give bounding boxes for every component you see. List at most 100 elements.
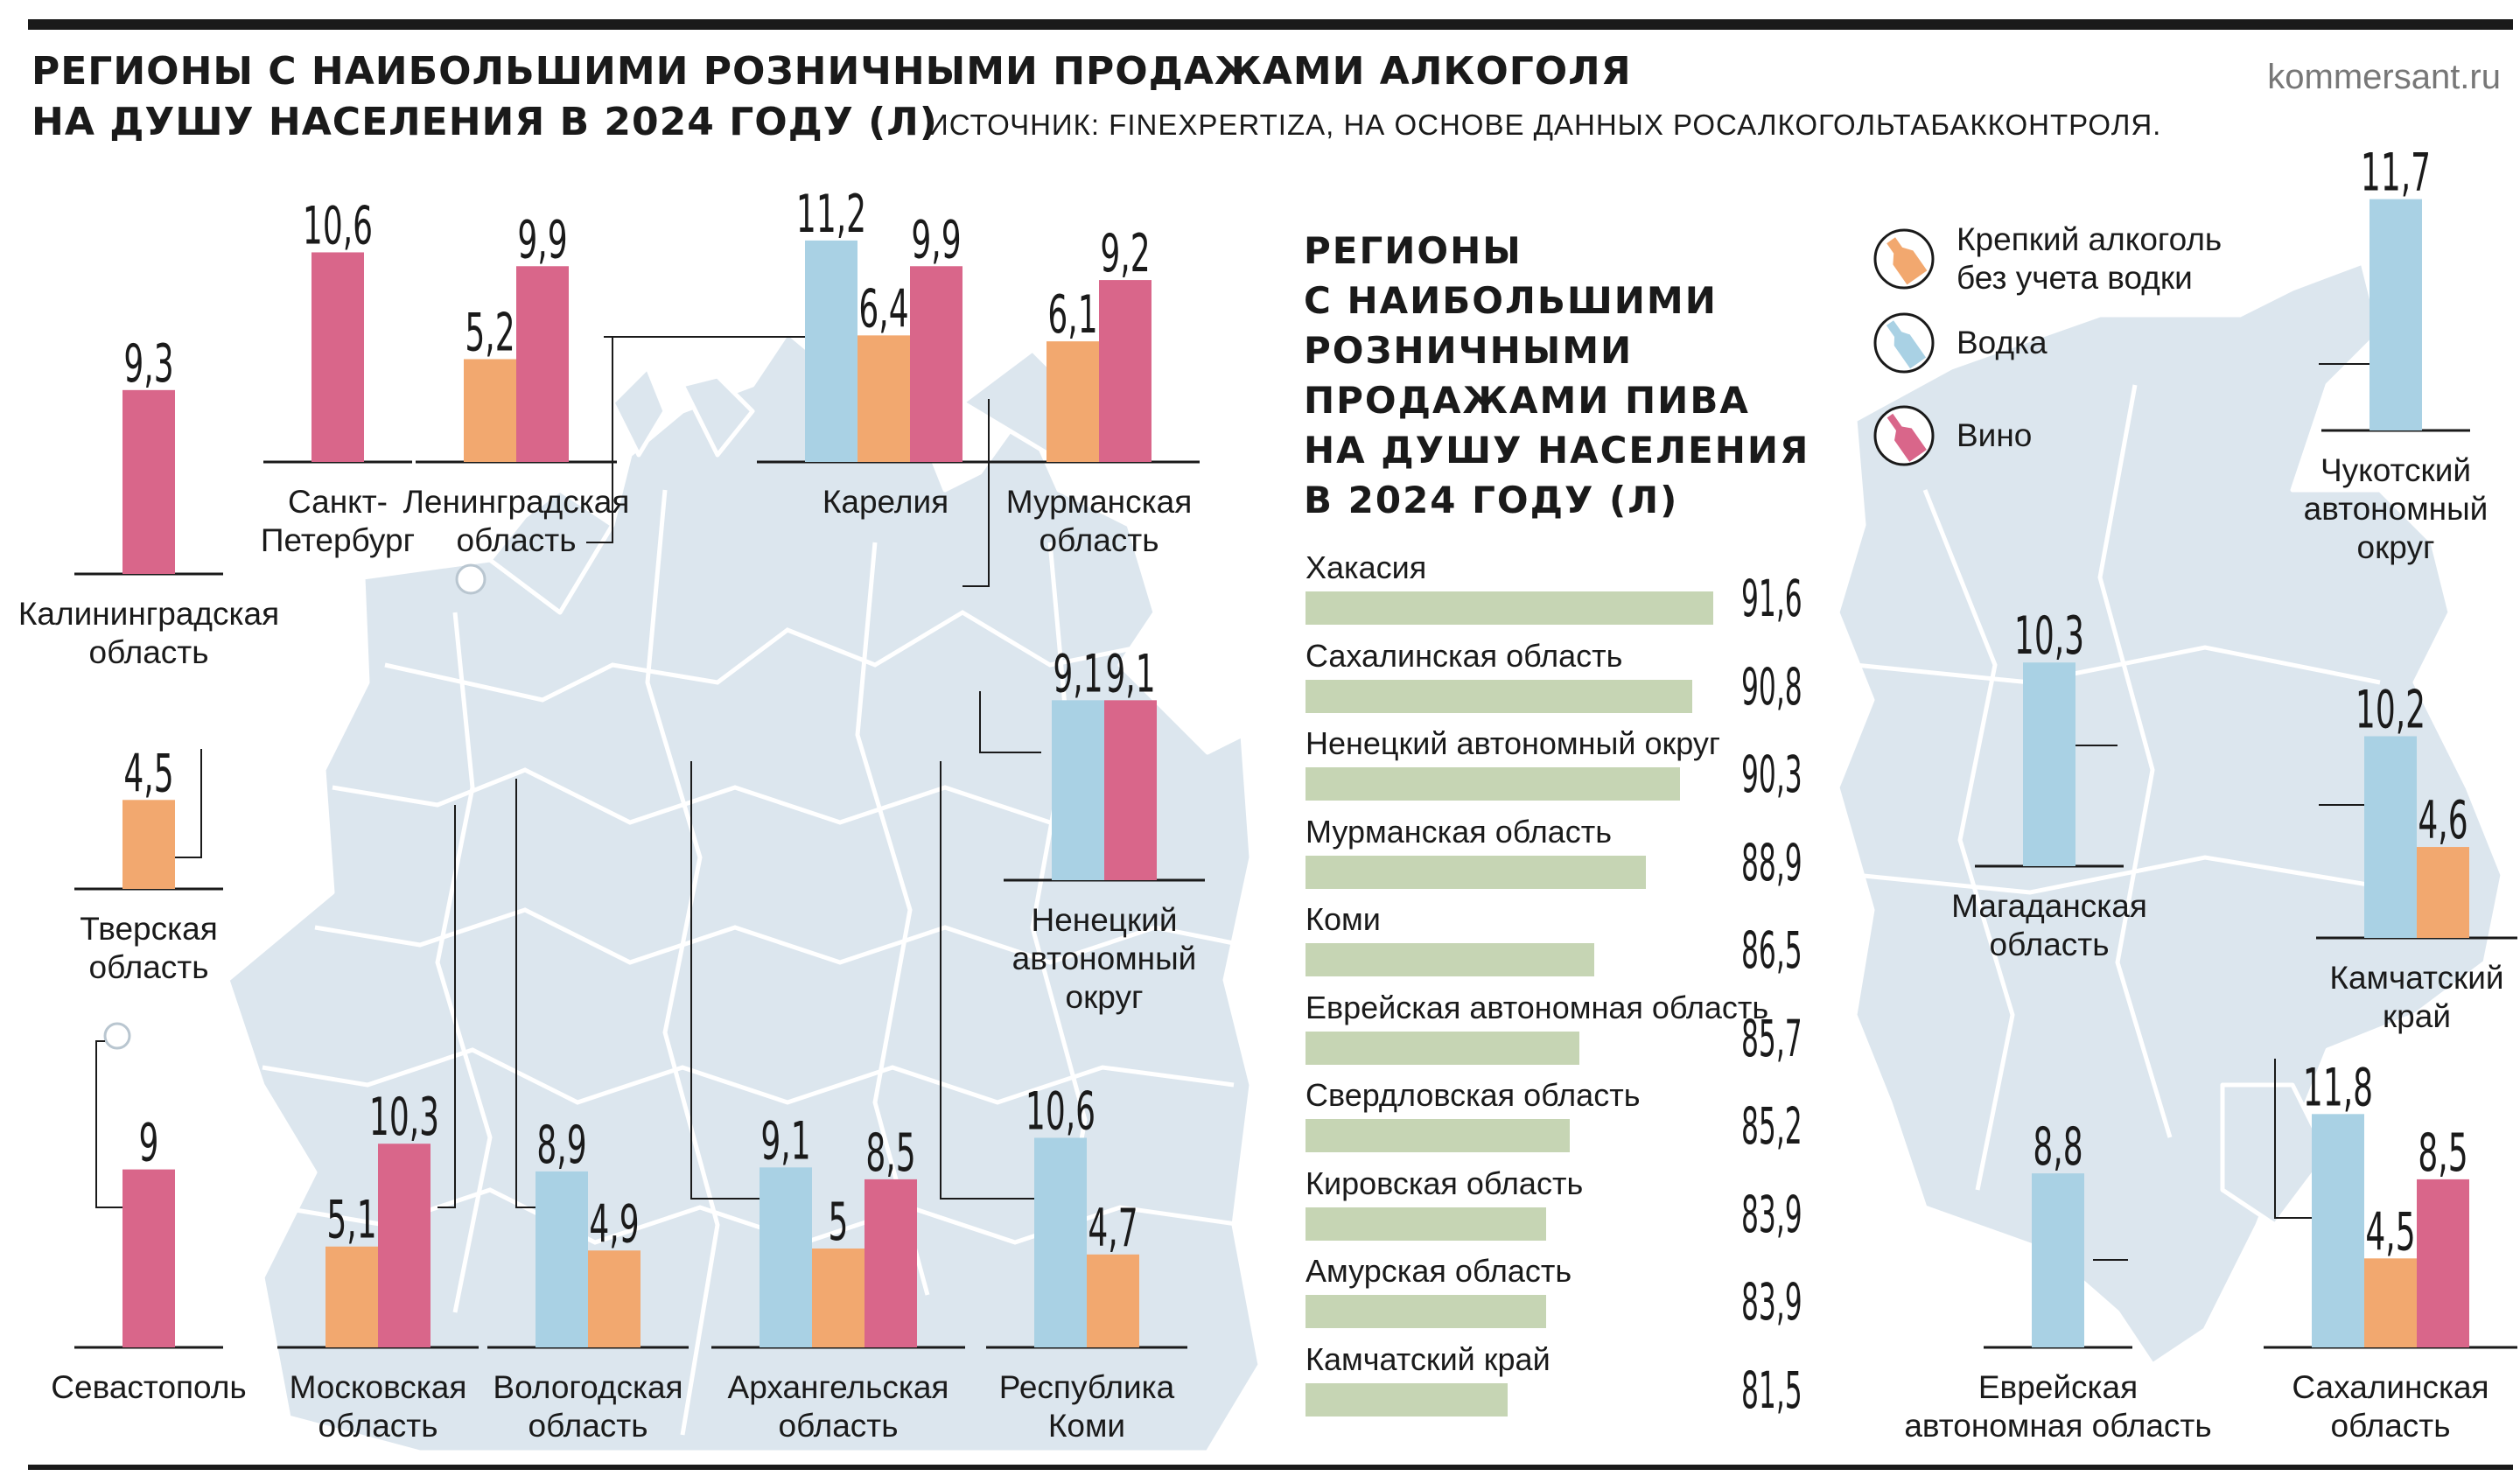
- region-7-name: Севастополь: [51, 1369, 247, 1405]
- region-9-value-label-strong: 4,9: [589, 1193, 639, 1254]
- region-16-bar-strong: [2364, 1258, 2417, 1347]
- region-0-value-label-wine: 9,3: [123, 332, 173, 394]
- region-16-leader-line: [2274, 1059, 2312, 1219]
- region-2-value-label-strong: 5,2: [465, 302, 514, 363]
- region-11-leader-line: [940, 761, 1034, 1200]
- region-4-value-label-strong: 6,1: [1047, 283, 1097, 345]
- region-3-value-label-strong: 6,4: [858, 278, 908, 339]
- region-6-value-label-wine: 9,1: [1105, 643, 1155, 704]
- beer-row-name: Амурская область: [1306, 1253, 1572, 1289]
- region-8-value-label-wine: 10,3: [369, 1086, 439, 1147]
- region-5-name: Тверская область: [80, 911, 218, 985]
- wine-bottle-icon: [1873, 405, 1935, 466]
- region-10-value-label-wine: 8,5: [865, 1122, 915, 1183]
- region-16-value-label-vodka: 11,8: [2303, 1057, 2373, 1118]
- region-12-bar-vodka: [2370, 199, 2422, 430]
- region-6-bar-wine: [1104, 700, 1157, 880]
- region-16-bar-wine: [2417, 1179, 2469, 1347]
- bottom-rule: [28, 1465, 2513, 1470]
- region-9-bar-strong: [588, 1250, 640, 1347]
- region-2-leader-line: [586, 336, 613, 543]
- beer-row-name: Сахалинская область: [1306, 637, 1623, 674]
- region-3-bar-strong: [858, 335, 910, 462]
- region-2-name: Ленинградская область: [402, 484, 630, 558]
- region-5-value-label-strong: 4,5: [123, 743, 173, 804]
- region-3-name: Карелия: [822, 484, 949, 520]
- beer-row-bar: [1306, 1207, 1547, 1241]
- region-14-bar-vodka: [2364, 736, 2417, 938]
- region-4-value-label-wine: 9,2: [1100, 222, 1150, 283]
- region-6-name: Ненецкий автономный округ: [1012, 902, 1197, 1015]
- beer-row-value: 83,9: [1741, 1272, 1802, 1332]
- region-8-bar-wine: [378, 1144, 430, 1347]
- region-4-name: Мурманская область: [1005, 484, 1193, 558]
- region-10-leader-line: [690, 761, 760, 1200]
- region-8-name: Московская область: [289, 1369, 467, 1444]
- region-10-value-label-vodka: 9,1: [760, 1110, 810, 1172]
- region-11-name: Республика Коми: [998, 1369, 1175, 1444]
- beer-row-bar: [1306, 855, 1647, 889]
- beer-row-name: Коми: [1306, 901, 1381, 937]
- region-3-value-label-vodka: 11,2: [796, 183, 866, 244]
- region-14-value-label-vodka: 10,2: [2356, 679, 2426, 740]
- region-11-value-label-strong: 4,7: [1088, 1197, 1138, 1258]
- beer-row-value: 88,9: [1741, 832, 1802, 892]
- region-12-value-label-vodka: 11,7: [2361, 142, 2431, 203]
- beer-row-value: 83,9: [1741, 1184, 1802, 1244]
- region-4-bar-wine: [1099, 280, 1152, 462]
- site-name: kommersant.ru: [2267, 58, 2501, 96]
- region-11-bar-vodka: [1034, 1137, 1087, 1347]
- beer-row-name: Свердловская область: [1306, 1077, 1641, 1113]
- region-3-value-label-wine: 9,9: [911, 208, 961, 269]
- region-16-bar-vodka: [2312, 1114, 2364, 1347]
- region-3-bar-wine: [910, 266, 962, 462]
- region-0-bar-wine: [122, 389, 175, 574]
- region-15-name: Еврейская автономная область: [1904, 1369, 2212, 1444]
- legend-label-vodka: Водка: [1956, 325, 2048, 360]
- legend-item-vodka: Водка: [1872, 311, 2048, 374]
- region-16-name: Сахалинская область: [2292, 1369, 2489, 1444]
- region-14-name: Камчатский край: [2329, 960, 2504, 1034]
- region-16-value-label-wine: 8,5: [2418, 1122, 2468, 1183]
- region-8-bar-strong: [326, 1246, 378, 1347]
- region-9-name: Вологодская область: [493, 1369, 683, 1444]
- beer-row-value: 86,5: [1741, 920, 1802, 980]
- top-rule: [28, 19, 2513, 30]
- region-15-bar-vodka: [2032, 1173, 2084, 1347]
- beer-row-name: Камчатский край: [1306, 1340, 1550, 1377]
- beer-row-value: 85,7: [1741, 1008, 1802, 1068]
- region-13-name: Магаданская область: [1951, 888, 2147, 962]
- beer-row-name: Кировская область: [1306, 1165, 1584, 1201]
- beer-row-name: Ненецкий автономный округ: [1306, 725, 1721, 761]
- beer-row-name: Еврейская автономная область: [1306, 989, 1769, 1025]
- region-2-bar-wine: [516, 266, 569, 462]
- region-9-value-label-vodka: 8,9: [536, 1114, 586, 1175]
- source-note: ИСТОЧНИК: FINEXPERTIZA, НА ОСНОВЕ ДАННЫХ…: [928, 108, 2162, 141]
- beer-row-name: Хакасия: [1306, 549, 1427, 585]
- region-9-leader-line: [515, 779, 536, 1208]
- region-4-leader-line: [962, 399, 990, 587]
- beer-row-bar: [1306, 767, 1680, 801]
- region-11-bar-strong: [1087, 1254, 1139, 1347]
- beer-row-bar: [1306, 943, 1595, 976]
- beer-row-name: Мурманская область: [1306, 813, 1613, 850]
- region-7-leader-line: [95, 1040, 122, 1208]
- region-10-bar-wine: [864, 1179, 917, 1347]
- region-1-bar-wine: [312, 252, 364, 462]
- legend-label-strong: Крепкий алкоголь без учета водки: [1956, 221, 2222, 296]
- beer-row-bar: [1306, 679, 1693, 713]
- beer-row-value: 85,2: [1741, 1096, 1802, 1156]
- region-5-leader-line: [175, 749, 202, 858]
- region-4-bar-strong: [1046, 341, 1099, 462]
- region-0-name: Калининградская область: [18, 596, 280, 670]
- beer-row-value: 91,6: [1741, 569, 1802, 628]
- region-10-bar-strong: [812, 1249, 864, 1347]
- beer-row-bar: [1306, 1295, 1547, 1328]
- region-10-name: Архангельская область: [727, 1369, 949, 1444]
- region-6-value-label-vodka: 9,1: [1053, 643, 1102, 704]
- region-7-value-label-wine: 9: [139, 1112, 159, 1173]
- beer-chart-title: РЕГИОНЫ С НАИБОЛЬШИМИ РОЗНИЧНЫМИ ПРОДАЖА…: [1304, 229, 1810, 521]
- region-10-value-label-strong: 5: [829, 1191, 849, 1252]
- strong-bottle-icon: [1873, 228, 1935, 290]
